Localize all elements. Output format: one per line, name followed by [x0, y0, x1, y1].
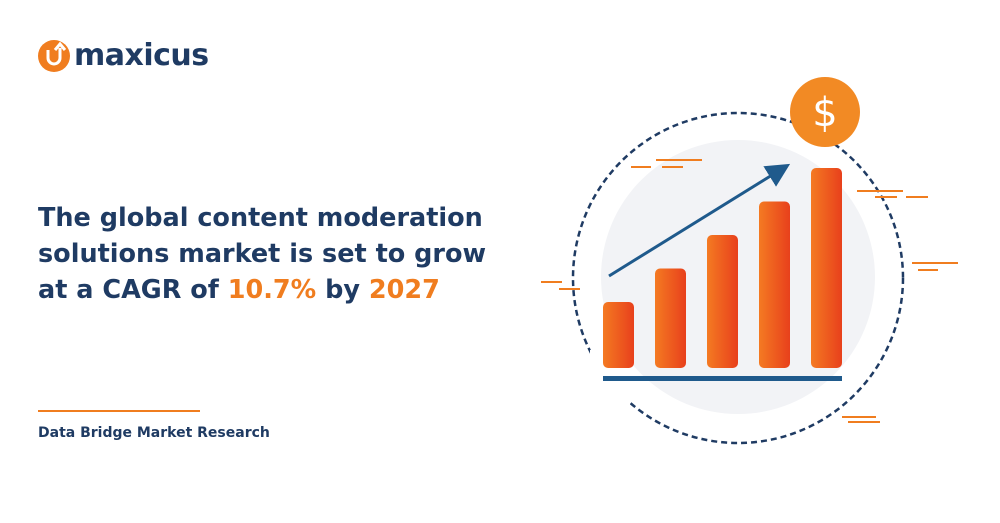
headline: The global content moderation solutions … — [38, 200, 558, 308]
growth-arrow-icon — [608, 163, 791, 278]
growth-bar — [655, 268, 686, 368]
logo-arrow-icon — [38, 40, 70, 72]
source-credit: Data Bridge Market Research — [38, 425, 270, 441]
chart-baseline — [603, 376, 842, 381]
headline-text: by — [316, 275, 369, 305]
logo-text: maxicus — [74, 38, 209, 73]
headline-text: at a CAGR of — [38, 275, 228, 305]
growth-bar — [603, 302, 634, 368]
dollar-coin-icon: $ — [790, 77, 860, 147]
target-year: 2027 — [368, 275, 440, 305]
cagr-value: 10.7% — [227, 275, 317, 305]
speed-lines — [541, 159, 958, 423]
divider — [38, 410, 200, 412]
growth-bar — [811, 168, 842, 368]
brand-logo: maxicus — [38, 40, 209, 72]
headline-line-1: The global content moderation — [38, 203, 483, 233]
headline-line-2: solutions market is set to grow — [38, 239, 487, 269]
growth-bar — [707, 235, 738, 368]
headline-line-3: at a CAGR of 10.7% by 2027 — [38, 272, 558, 308]
svg-text:$: $ — [812, 90, 837, 136]
growth-bar — [759, 201, 790, 368]
dashed-ring — [571, 111, 905, 445]
